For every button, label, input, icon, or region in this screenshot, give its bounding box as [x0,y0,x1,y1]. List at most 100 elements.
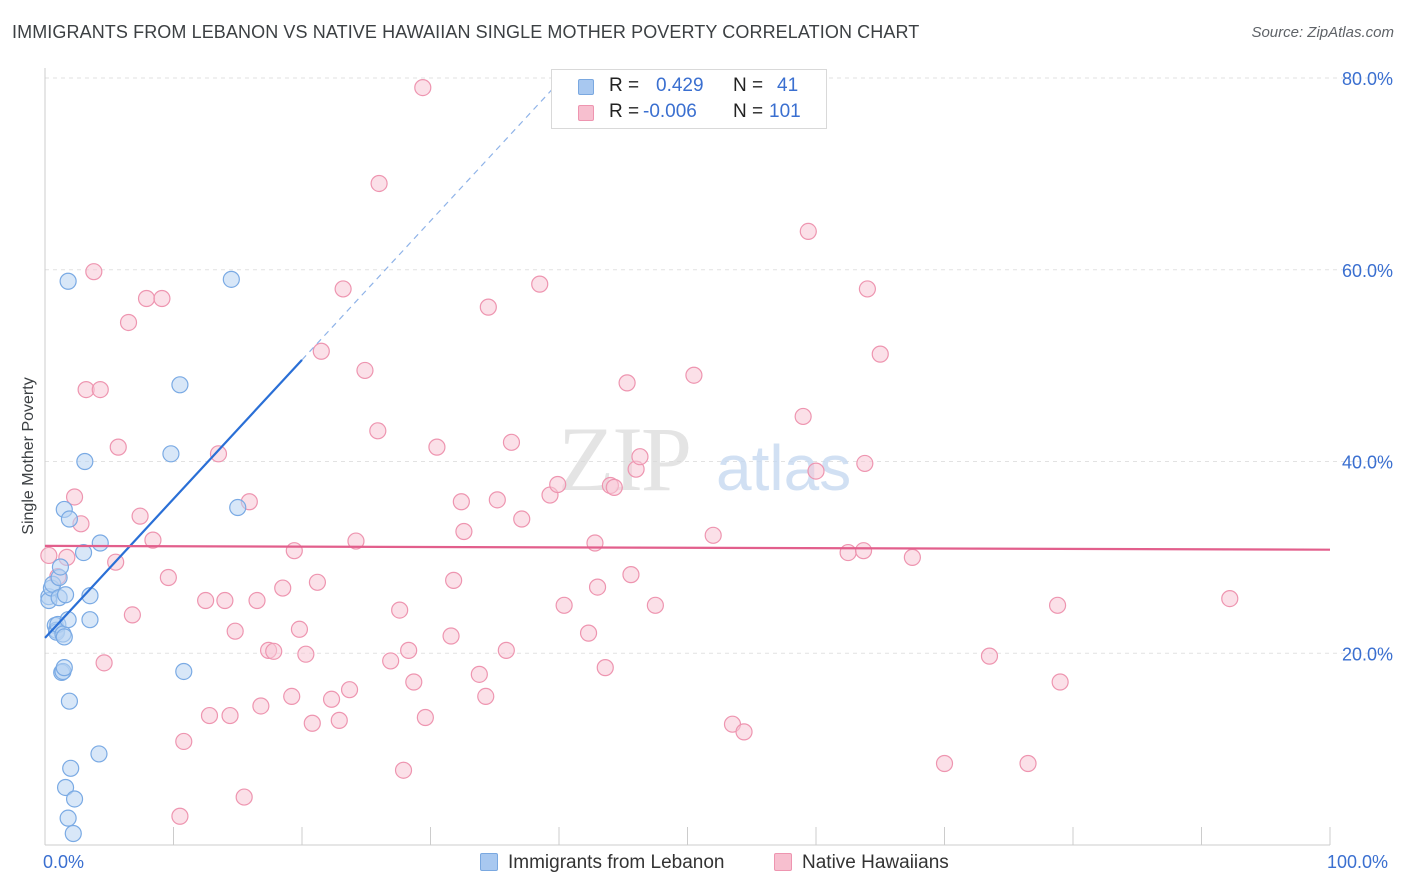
data-point [646,596,664,614]
data-point [123,606,141,624]
data-point [56,778,75,797]
data-point [59,272,77,290]
data-point [839,543,857,562]
legend-swatch-lebanon [480,853,498,871]
data-point [312,342,330,360]
data-point [200,706,219,725]
data-point [685,366,703,384]
data-point [479,298,497,316]
data-point [356,361,374,380]
data-point [65,790,84,808]
data-point [297,645,315,663]
data-point [588,578,607,596]
data-point [229,498,247,517]
legend-n-label: N = [733,101,764,122]
data-point [60,510,79,528]
watermark-atlas: atlas [716,432,851,504]
data-point [856,454,874,473]
legend-n-value: 101 [769,101,801,122]
data-point [416,708,434,727]
data-point [370,174,388,193]
data-point [222,270,240,288]
data-point [455,522,473,541]
legend-n-value: 41 [777,75,799,96]
data-point [153,289,171,308]
data-point [322,690,341,708]
x-tick-label-min: 0.0% [43,852,85,872]
data-point [248,591,266,610]
data-point [51,558,70,576]
data-point [109,438,127,456]
data-point [470,665,488,683]
data-point [137,289,156,308]
data-point [794,407,812,426]
data-point [405,673,423,691]
data-point [64,824,82,843]
data-point [334,280,352,298]
data-point [579,624,598,642]
legend-n-label: N = [733,75,764,96]
data-point [704,526,722,544]
source-credit: Source: ZipAtlas.com [1251,24,1394,41]
data-point [216,591,234,610]
data-point [735,723,753,741]
data-point [618,374,636,392]
series-legend: Immigrants from Lebanon Native Hawaiians [0,852,1406,878]
data-point [428,438,446,456]
data-point [56,586,75,604]
data-point [40,546,58,565]
data-point [252,697,270,715]
data-point [265,642,283,660]
data-point [285,542,303,560]
data-point [1019,754,1037,773]
data-point [60,692,79,710]
data-point [549,475,567,494]
data-point [144,531,162,549]
data-point [854,542,873,560]
data-point [290,620,309,638]
data-point [197,591,215,610]
data-point [596,659,614,677]
legend-swatch-hawaiians [578,105,594,121]
data-point [502,433,521,451]
data-point [330,711,348,729]
legend-r-value: 0.429 [656,75,704,96]
data-point [605,478,623,496]
data-point [162,445,180,463]
data-point [55,628,73,646]
y-tick-label: 60.0% [1342,261,1393,281]
legend-item-hawaiians: Native Hawaiians [774,852,949,874]
data-point [497,641,515,659]
data-point [55,659,73,677]
data-point [85,263,103,281]
legend-r-value: -0.006 [643,101,697,122]
data-point [347,532,365,550]
data-point [283,687,301,705]
x-tick-label-max: 100.0% [1327,852,1389,872]
data-point [119,313,138,332]
trend-line-lebanon-extension [301,71,569,361]
data-point [858,280,877,298]
data-point [452,493,470,511]
data-point [159,568,177,587]
data-point [555,596,573,614]
data-point [303,714,321,732]
data-point [391,601,409,619]
data-point [235,788,253,806]
data-point [1048,596,1067,614]
data-point [807,462,825,480]
watermark: ZIP atlas [558,408,851,510]
data-point [445,571,463,589]
data-point [980,647,999,665]
trend-lines [44,71,1331,639]
data-point [62,759,80,777]
data-point [631,448,649,466]
data-point [340,681,359,699]
data-point [175,732,193,751]
y-tick-label: 80.0% [1342,69,1393,89]
data-point [513,510,531,528]
legend-row-hawaiians: R = -0.006 N = 101 [552,101,826,127]
chart-title: IMMIGRANTS FROM LEBANON VS NATIVE HAWAII… [12,22,920,42]
data-point [226,622,244,640]
data-point [76,452,94,471]
